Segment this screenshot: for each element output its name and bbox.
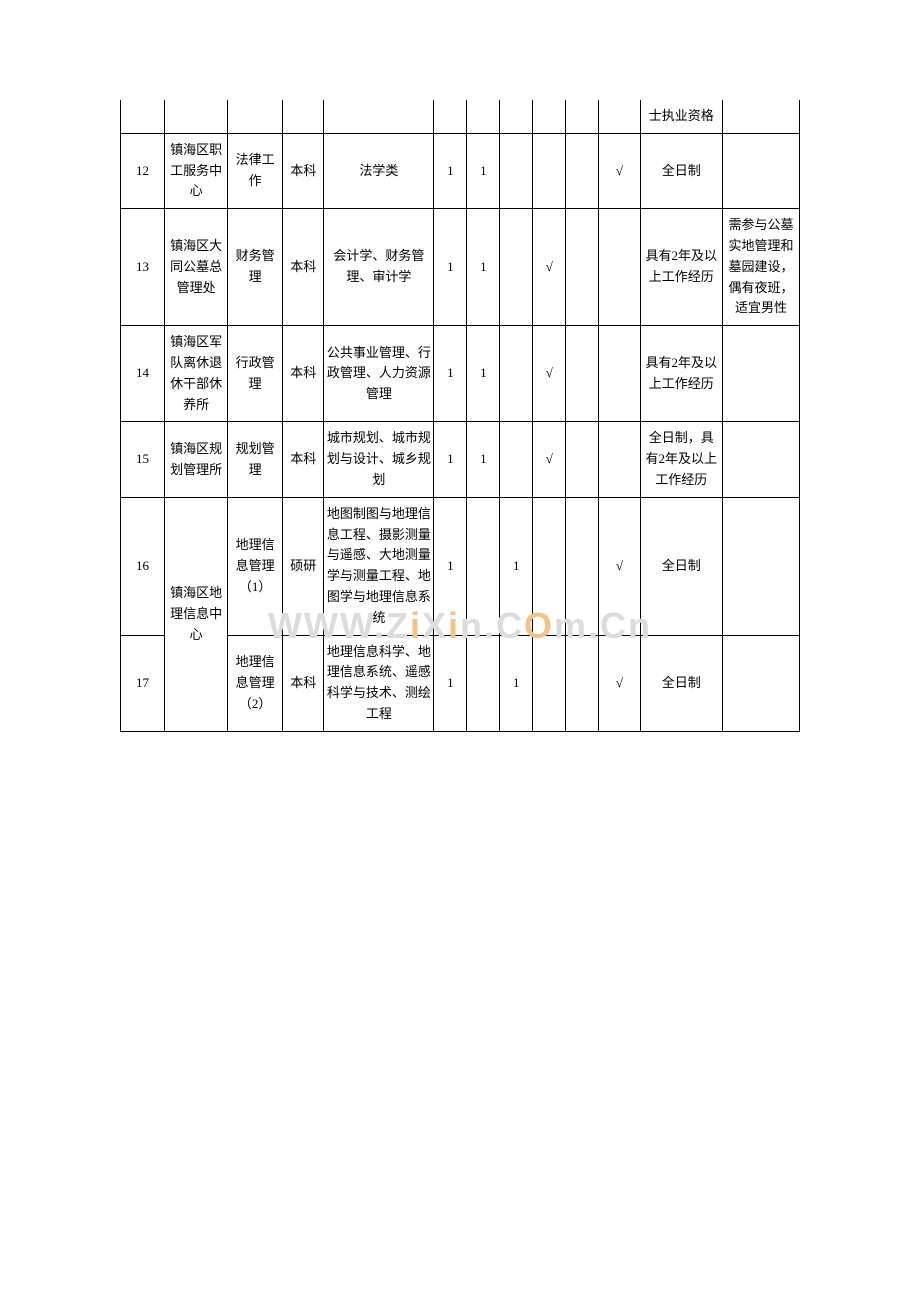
table-row: 16镇海区地理信息中心地理信息管理（1）硕研地图制图与地理信息工程、摄影测量与遥…: [121, 497, 800, 635]
check-cell: [566, 635, 599, 731]
table-row: 15镇海区规划管理所规划管理本科城市规划、城市规划与设计、城乡规划11√全日制，…: [121, 422, 800, 497]
org-cell: 镇海区军队离休退休干部休养所: [164, 326, 227, 422]
requirement-cell: 全日制: [640, 635, 722, 731]
row-index: 17: [121, 635, 165, 731]
position-cell: 行政管理: [228, 326, 283, 422]
count-cell: [467, 100, 500, 133]
requirement-cell: 全日制，具有2年及以上工作经历: [640, 422, 722, 497]
count-cell: 1: [467, 133, 500, 208]
check-cell: [533, 497, 566, 635]
requirement-cell: 具有2年及以上工作经历: [640, 209, 722, 326]
education-cell: 本科: [283, 635, 324, 731]
check-cell: [566, 100, 599, 133]
education-cell: 硕研: [283, 497, 324, 635]
org-cell: [164, 100, 227, 133]
org-cell: 镇海区地理信息中心: [164, 497, 227, 731]
check-cell: [533, 635, 566, 731]
check-cell: [566, 497, 599, 635]
count-cell: 1: [434, 133, 467, 208]
education-cell: 本科: [283, 133, 324, 208]
check-cell: √: [599, 497, 640, 635]
check-cell: √: [599, 133, 640, 208]
count-cell: [467, 497, 500, 635]
count-cell: 1: [500, 635, 533, 731]
major-cell: 法学类: [324, 133, 434, 208]
count-cell: [434, 100, 467, 133]
note-cell: [722, 133, 799, 208]
table-row: 13镇海区大同公墓总管理处财务管理本科会计学、财务管理、审计学11√具有2年及以…: [121, 209, 800, 326]
position-cell: 地理信息管理（1）: [228, 497, 283, 635]
count-cell: 1: [467, 422, 500, 497]
education-cell: [283, 100, 324, 133]
requirement-cell: 士执业资格: [640, 100, 722, 133]
check-cell: √: [533, 422, 566, 497]
note-cell: [722, 635, 799, 731]
position-cell: [228, 100, 283, 133]
requirement-cell: 全日制: [640, 133, 722, 208]
row-index: 14: [121, 326, 165, 422]
position-cell: 法律工作: [228, 133, 283, 208]
count-cell: 1: [434, 422, 467, 497]
position-cell: 财务管理: [228, 209, 283, 326]
count-cell: [467, 635, 500, 731]
check-cell: √: [533, 326, 566, 422]
table-row: 士执业资格: [121, 100, 800, 133]
check-cell: √: [599, 635, 640, 731]
check-cell: [599, 326, 640, 422]
count-cell: [500, 209, 533, 326]
org-cell: 镇海区大同公墓总管理处: [164, 209, 227, 326]
check-cell: [599, 422, 640, 497]
row-index: 12: [121, 133, 165, 208]
row-index: 13: [121, 209, 165, 326]
recruitment-table: 士执业资格12镇海区职工服务中心法律工作本科法学类11√全日制13镇海区大同公墓…: [120, 100, 800, 732]
education-cell: 本科: [283, 209, 324, 326]
major-cell: 会计学、财务管理、审计学: [324, 209, 434, 326]
check-cell: [566, 326, 599, 422]
count-cell: 1: [467, 209, 500, 326]
requirement-cell: 具有2年及以上工作经历: [640, 326, 722, 422]
education-cell: 本科: [283, 326, 324, 422]
row-index: [121, 100, 165, 133]
row-index: 15: [121, 422, 165, 497]
major-cell: 地理信息科学、地理信息系统、遥感科学与技术、测绘工程: [324, 635, 434, 731]
check-cell: [599, 209, 640, 326]
count-cell: 1: [434, 209, 467, 326]
note-cell: [722, 422, 799, 497]
org-cell: 镇海区规划管理所: [164, 422, 227, 497]
major-cell: [324, 100, 434, 133]
major-cell: 地图制图与地理信息工程、摄影测量与遥感、大地测量学与测量工程、地图学与地理信息系…: [324, 497, 434, 635]
position-cell: 规划管理: [228, 422, 283, 497]
table-row: 12镇海区职工服务中心法律工作本科法学类11√全日制: [121, 133, 800, 208]
count-cell: [500, 133, 533, 208]
check-cell: [566, 133, 599, 208]
check-cell: [599, 100, 640, 133]
count-cell: 1: [500, 497, 533, 635]
count-cell: 1: [467, 326, 500, 422]
check-cell: [566, 209, 599, 326]
check-cell: [566, 422, 599, 497]
note-cell: 需参与公墓实地管理和墓园建设，偶有夜班，适宜男性: [722, 209, 799, 326]
note-cell: [722, 100, 799, 133]
note-cell: [722, 326, 799, 422]
note-cell: [722, 497, 799, 635]
table-row: 14镇海区军队离休退休干部休养所行政管理本科公共事业管理、行政管理、人力资源管理…: [121, 326, 800, 422]
check-cell: [533, 133, 566, 208]
count-cell: [500, 326, 533, 422]
education-cell: 本科: [283, 422, 324, 497]
count-cell: 1: [434, 497, 467, 635]
count-cell: 1: [434, 326, 467, 422]
row-index: 16: [121, 497, 165, 635]
check-cell: [533, 100, 566, 133]
requirement-cell: 全日制: [640, 497, 722, 635]
position-cell: 地理信息管理（2）: [228, 635, 283, 731]
major-cell: 公共事业管理、行政管理、人力资源管理: [324, 326, 434, 422]
count-cell: 1: [434, 635, 467, 731]
major-cell: 城市规划、城市规划与设计、城乡规划: [324, 422, 434, 497]
count-cell: [500, 422, 533, 497]
check-cell: √: [533, 209, 566, 326]
org-cell: 镇海区职工服务中心: [164, 133, 227, 208]
count-cell: [500, 100, 533, 133]
